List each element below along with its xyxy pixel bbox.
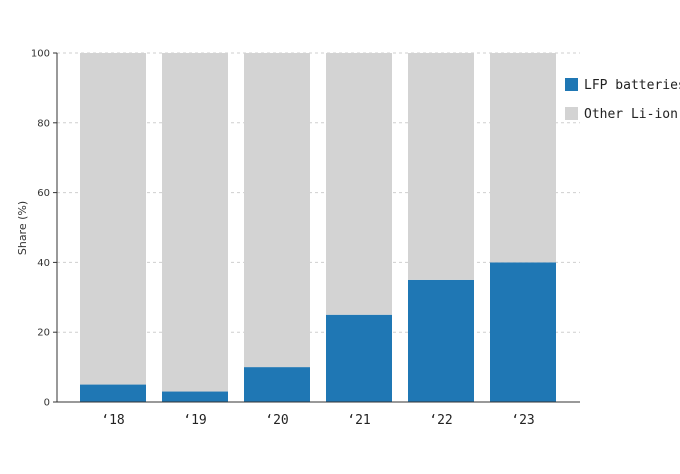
y-tick-label: 40: [37, 258, 50, 269]
bar-other-li-ion: [162, 53, 228, 392]
x-tick-label: ‘21: [347, 413, 370, 428]
bar-lfp-batteries: [408, 279, 474, 402]
legend-label: Other Li-ion: [584, 107, 678, 122]
axes: [56, 53, 580, 403]
x-tick-label: ‘19: [183, 413, 206, 428]
legend-swatch: [565, 107, 578, 120]
x-tick-label: ‘18: [101, 413, 124, 428]
bar-other-li-ion: [490, 53, 556, 263]
bar-other-li-ion: [80, 53, 146, 385]
y-tick-label: 20: [37, 328, 50, 339]
bar-other-li-ion: [326, 53, 392, 315]
legend: LFP batteries Other Li-ion: [565, 78, 680, 122]
bar-lfp-batteries: [490, 262, 556, 402]
y-tick-label: 60: [37, 188, 50, 199]
bar-lfp-batteries: [80, 384, 146, 402]
bar-lfp-batteries: [162, 391, 228, 402]
y-tick-labels: 0 20 40 60 80 100: [31, 49, 57, 409]
bar-other-li-ion: [408, 53, 474, 280]
x-tick-label: ‘22: [429, 413, 452, 428]
x-tick-label: ‘23: [511, 413, 534, 428]
bars: [80, 53, 556, 402]
bar-other-li-ion: [244, 53, 310, 368]
y-axis-label: Share (%): [16, 201, 29, 255]
x-tick-label: ‘20: [265, 413, 288, 428]
y-tick-label: 100: [31, 49, 50, 60]
bar-lfp-batteries: [244, 367, 310, 402]
y-tick-label: 80: [37, 118, 50, 129]
y-tick-label: 0: [44, 398, 50, 409]
legend-label: LFP batteries: [584, 78, 680, 93]
legend-swatch: [565, 78, 578, 91]
x-tick-labels: ‘18 ‘19 ‘20 ‘21 ‘22 ‘23: [101, 413, 534, 428]
bar-lfp-batteries: [326, 314, 392, 402]
